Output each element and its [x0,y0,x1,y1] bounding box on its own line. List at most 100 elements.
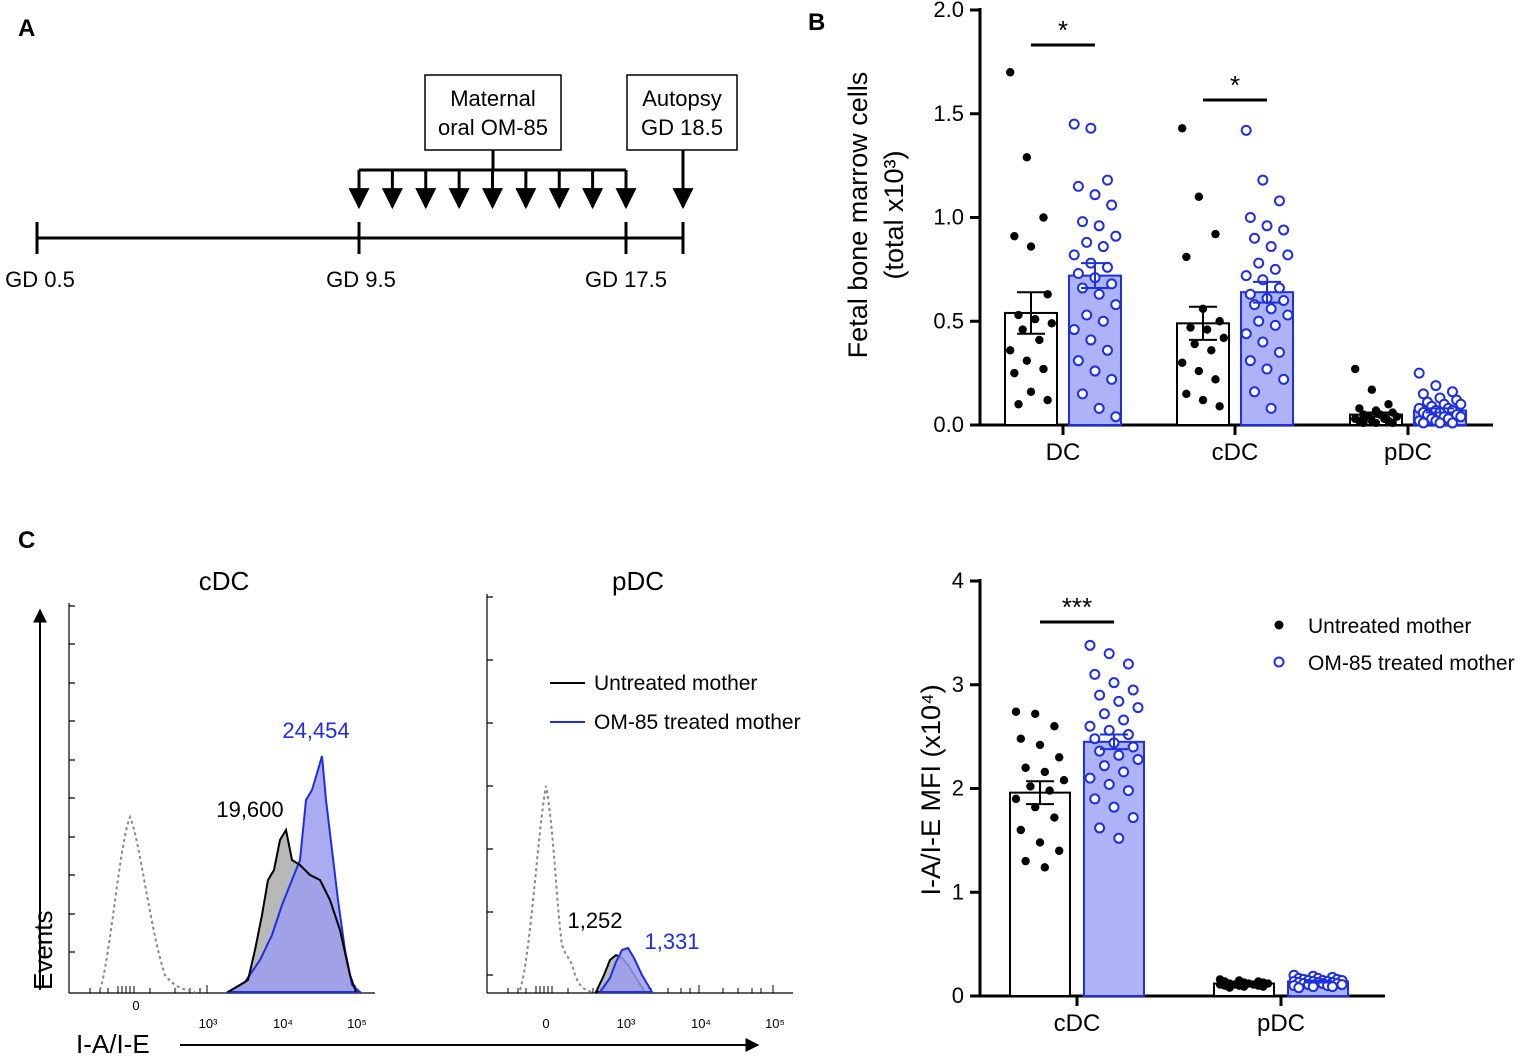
chart-b-point-pdc-untreated [1351,364,1360,374]
histogram-pdc-xtick-3: 10⁵ [765,1016,785,1031]
chart-c-point-cdc-untreated [1026,782,1035,791]
histogram-cdc-untreated-mfi: 19,600 [216,797,283,822]
chart-b-point-dc-treated [1106,199,1118,211]
chart-c-point-cdc-treated [1084,772,1096,784]
chart-b-bar-dc-treated [1068,274,1122,426]
chart-b-point-dc-untreated [1026,387,1036,396]
chart-b-point-dc-treated [1106,278,1118,290]
chart-b-point-cdc-treated [1273,346,1285,358]
chart-b-point-cdc-treated [1257,336,1269,348]
chart-b-point-dc-treated [1110,230,1122,242]
autopsy-box-line2: GD 18.5 [641,115,723,140]
chart-c-point-pdc-untreated [1225,983,1234,992]
chart-b-point-dc-untreated [1010,368,1019,378]
chart-b-point-cdc-untreated [1178,124,1187,133]
chart-b-point-dc-treated [1072,355,1084,367]
histogram-cdc-title: cDC [199,566,250,596]
chart-b-point-pdc-treated [1446,417,1458,429]
timeline-label-start: GD 0.5 [5,267,75,292]
chart-c-point-pdc-treated [1293,982,1305,994]
chart-b-point-cdc-treated [1265,303,1277,315]
chart-b-point-dc-treated [1101,344,1113,356]
timeline-label-dose-start: GD 9.5 [326,267,396,292]
chart-b-point-dc-treated [1085,122,1097,134]
chart-b-point-cdc-treated [1244,355,1256,367]
chart-b-point-pdc-treated [1434,417,1446,429]
histogram-pdc-treated-curve [598,946,654,993]
panel-label-a: A [18,15,35,42]
chart-b-point-dc-treated [1085,334,1097,346]
chart-b-point-dc-untreated [1006,346,1015,355]
chart-b-point-dc-untreated [1039,213,1048,222]
chart-c-point-cdc-untreated [1031,709,1040,718]
chart-b-significance-label-cdc: * [1230,70,1240,100]
chart-b-point-dc-untreated [1022,153,1032,162]
chart-c-ytick-label-0: 0 [952,983,964,1008]
chart-b-point-pdc-treated [1455,398,1467,410]
chart-b-point-cdc-untreated [1198,395,1208,405]
chart-b-point-dc-untreated [1035,335,1044,345]
chart-c-category-pdc: pDC [1257,1010,1305,1037]
histogram-cdc-xtick-1: 10³ [199,1016,218,1031]
panel-c-histograms: C cDC pDC 0 10³ 10⁴ 10⁵ 19,600 24,454 [18,527,801,1058]
chart-c-point-cdc-treated [1098,708,1110,720]
chart-b-ytick-label-3: 1.5 [933,101,964,126]
chart-b-point-cdc-treated [1244,288,1256,300]
chart-b-ytick-label-2: 1.0 [933,205,964,230]
chart-b-point-cdc-treated [1253,257,1265,269]
histogram-pdc-xtick-0: 0 [542,1016,549,1031]
chart-b-point-cdc-treated [1282,249,1294,261]
chart-b-point-cdc-treated [1249,386,1261,398]
chart-c-point-cdc-treated [1103,778,1115,790]
chart-c-point-pdc-treated [1326,981,1338,993]
chart-c-point-cdc-treated [1108,801,1120,813]
chart-c-point-cdc-treated [1122,658,1134,670]
histogram-pdc-isotype-curve [519,785,593,993]
chart-c-point-cdc-untreated [1059,776,1069,785]
chart-c-point-pdc-treated [1336,979,1348,991]
chart-b-point-cdc-treated [1249,232,1261,244]
chart-b-point-cdc-untreated [1202,325,1212,334]
chart-c-point-cdc-treated [1108,677,1120,689]
chart-b-point-pdc-treated [1446,386,1458,398]
chart-b-point-cdc-untreated [1215,402,1224,411]
chart-b-point-cdc-untreated [1186,323,1195,332]
chart-c-point-cdc-treated [1113,749,1125,761]
chart-b-point-dc-treated [1081,309,1093,321]
treatment-box-line2: oral OM-85 [438,115,548,140]
chart-c-point-cdc-treated [1132,753,1144,765]
histogram-pdc-treated-mfi: 1,331 [644,929,699,954]
chart-b-point-dc-treated [1072,268,1084,280]
chart-c-point-cdc-treated [1118,714,1130,726]
chart-b-point-cdc-untreated [1207,346,1216,355]
chart-c-point-cdc-untreated [1035,838,1045,847]
chart-c-legend-treated-marker [1273,656,1285,668]
chart-c-point-cdc-untreated [1016,734,1025,743]
chart-b-point-pdc-treated [1455,411,1467,423]
chart-c-point-cdc-treated [1113,695,1125,707]
chart-b-point-dc-treated [1068,324,1080,336]
chart-b-point-cdc-treated [1273,195,1285,207]
chart-b-category-dc: DC [1046,439,1081,466]
histogram-cdc: 0 10³ 10⁴ 10⁵ 19,600 24,454 [68,603,375,1031]
histogram-pdc-y-ticks [487,596,493,976]
chart-b-point-pdc-treated [1417,417,1429,429]
histogram-pdc-untreated-mfi: 1,252 [567,908,622,933]
chart-b-point-pdc-untreated [1355,404,1364,413]
chart-b-ytick-label-1: 0.5 [933,308,964,333]
chart-c-point-cdc-untreated [1045,786,1054,795]
chart-b-point-pdc-untreated [1392,412,1402,421]
chart-b-point-pdc-untreated [1388,418,1397,428]
chart-b-point-dc-untreated [1014,400,1023,409]
chart-b-point-cdc-treated [1278,295,1290,306]
chart-c-ytick-label-4: 4 [952,568,964,593]
chart-b-point-cdc-treated [1282,309,1294,321]
chart-c-point-cdc-treated [1098,760,1110,772]
chart-b-point-pdc-untreated [1367,385,1377,394]
chart-b-point-cdc-untreated [1182,389,1191,399]
chart-c-point-cdc-untreated [1011,794,1021,804]
histogram-cdc-y-ticks [69,605,75,953]
chart-b-point-dc-treated [1093,402,1105,414]
chart-b-ytick-label-4: 2.0 [933,0,964,22]
chart-b-point-cdc-untreated [1190,339,1199,349]
